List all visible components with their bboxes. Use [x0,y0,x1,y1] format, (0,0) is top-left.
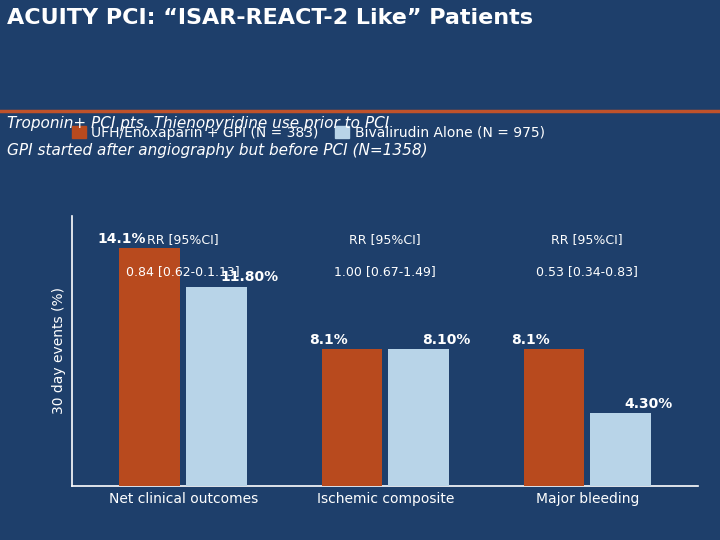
Text: ACUITY PCI: “ISAR-REACT-2 Like” Patients: ACUITY PCI: “ISAR-REACT-2 Like” Patients [7,8,534,28]
Text: RR [95%CI]: RR [95%CI] [148,233,219,246]
Text: RR [95%CI]: RR [95%CI] [349,233,421,246]
Text: 0.53 [0.34-0.83]: 0.53 [0.34-0.83] [536,266,638,279]
Text: 8.1%: 8.1% [309,333,348,347]
Legend: UFH/Enoxaparin + GPI (N = 383), Bivalirudin Alone (N = 975): UFH/Enoxaparin + GPI (N = 383), Bivaliru… [66,120,551,145]
Text: 8.1%: 8.1% [511,333,550,347]
Text: 11.80%: 11.80% [220,271,279,285]
Text: Troponin+ PCI pts, Thienopyridine use prior to PCI: Troponin+ PCI pts, Thienopyridine use pr… [7,116,390,131]
Y-axis label: 30 day events (%): 30 day events (%) [53,287,66,415]
Text: 14.1%: 14.1% [97,232,145,246]
Text: GPI started after angiography but before PCI (N=1358): GPI started after angiography but before… [7,143,428,158]
Text: 0.84 [0.62-0.1.13]: 0.84 [0.62-0.1.13] [126,266,240,279]
Text: 1.00 [0.67-1.49]: 1.00 [0.67-1.49] [334,266,436,279]
Bar [120,248,180,486]
Text: RR [95%CI]: RR [95%CI] [552,233,623,246]
Text: 8.10%: 8.10% [423,333,471,347]
Text: 4.30%: 4.30% [625,397,673,411]
Bar [186,287,247,486]
Bar [388,349,449,486]
Bar [590,414,651,486]
Bar [523,349,584,486]
Bar [322,349,382,486]
